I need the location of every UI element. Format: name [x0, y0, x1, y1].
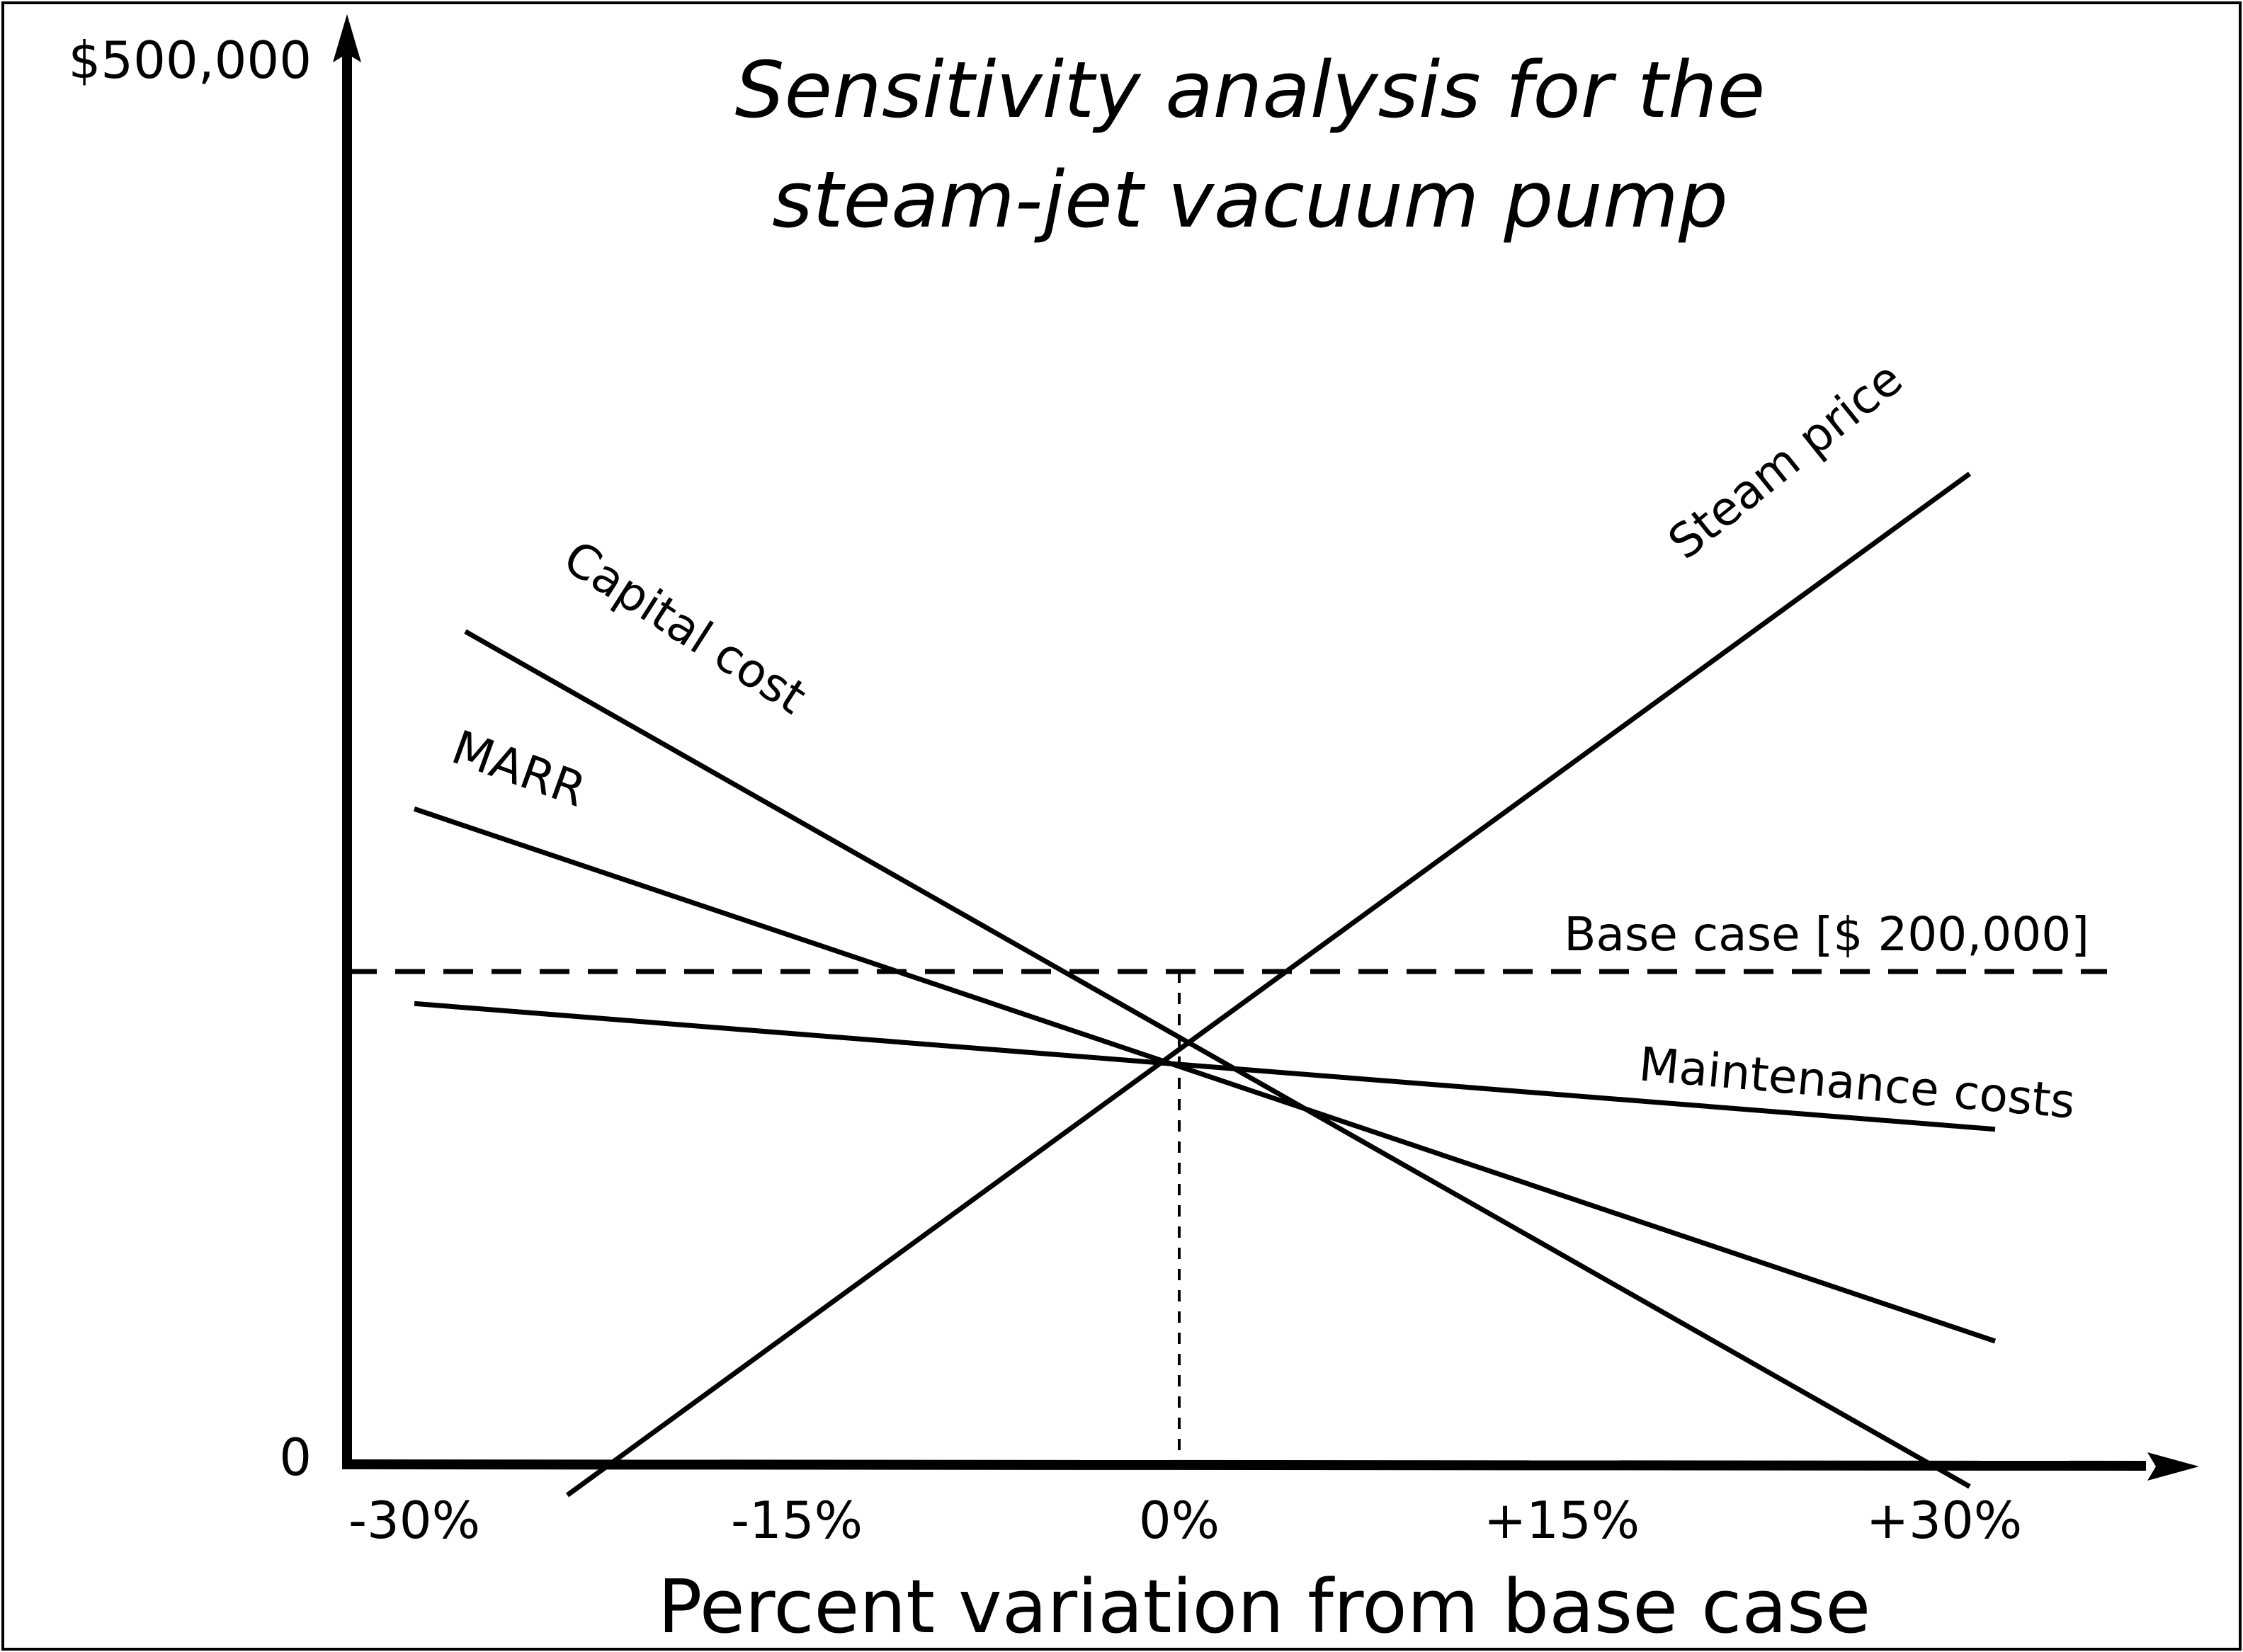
y-tick-label: 0 [279, 1428, 312, 1487]
x-tick-label: -15% [731, 1491, 863, 1550]
chart-title-line-2: steam-jet vacuum pump [772, 154, 1728, 245]
series-line-steam-price [565, 472, 1972, 1498]
y-tick-label: $500,000 [68, 30, 312, 90]
series-lines [413, 472, 1997, 1498]
base-case-label: Base case [$ 200,000] [1564, 907, 2089, 962]
series-line-marr [413, 807, 1997, 1344]
y-axis-arrowhead [333, 14, 361, 62]
y-tick-labels: 0 $500,000 [68, 30, 312, 1487]
series-line-maintenance-costs [414, 1001, 1996, 1132]
x-axis-arrowhead [2147, 1452, 2199, 1481]
x-tick-label: -30% [348, 1491, 480, 1550]
series-line-capital-cost [464, 629, 1971, 1489]
chart-title-line-1: Sensitivity analysis for the [735, 45, 1766, 135]
x-axis [341, 1459, 2147, 1471]
x-tick-label: +30% [1866, 1491, 2022, 1550]
x-axis-label: Percent variation from base case [658, 1563, 1870, 1650]
series-label-steam-price: Steam price [1658, 351, 1912, 570]
x-tick-label: 0% [1139, 1491, 1220, 1550]
x-tick-label: +15% [1484, 1491, 1640, 1550]
series-label-maintenance-costs: Maintenance costs [1637, 1037, 2077, 1129]
series-label-capital-cost: Capital cost [555, 530, 816, 724]
series-label-marr: MARR [445, 720, 592, 818]
x-tick-labels: -30% -15% 0% +15% +30% [348, 1491, 2022, 1550]
